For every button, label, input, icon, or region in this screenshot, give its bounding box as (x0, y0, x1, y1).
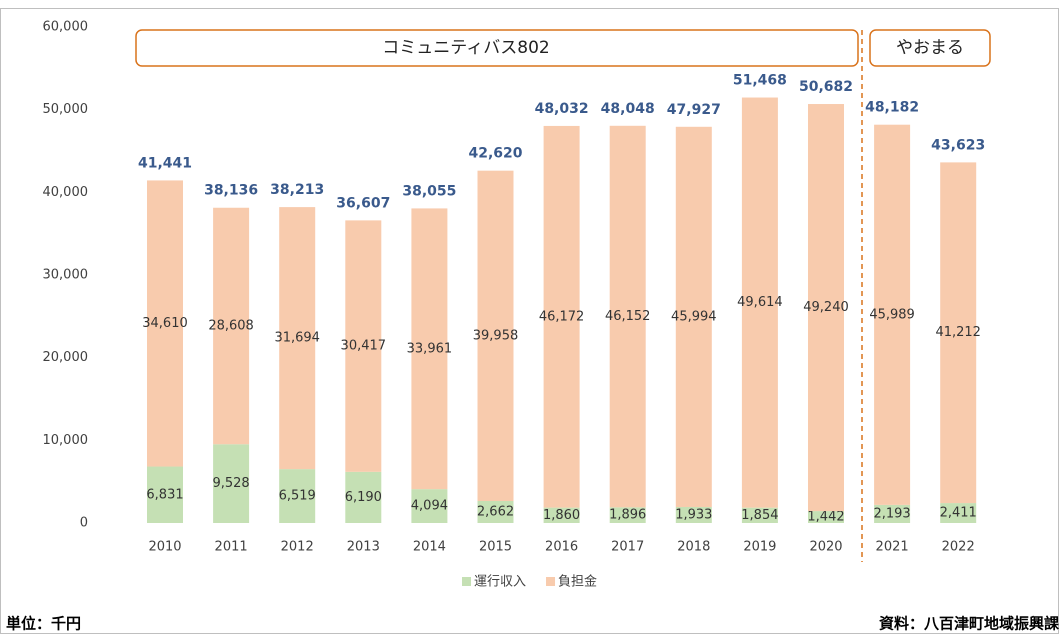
bar-segment (147, 466, 183, 523)
y-tick-label: 30,000 (43, 268, 89, 283)
bar-segment (213, 207, 250, 445)
value-label: 45,989 (869, 307, 915, 322)
bar-segment (609, 125, 646, 508)
annotation-box (869, 29, 991, 67)
bar-segment (675, 126, 712, 508)
bar-segment (411, 208, 448, 490)
value-label: 6,831 (146, 487, 183, 502)
total-label: 50,682 (799, 79, 853, 95)
bar-segment (741, 507, 778, 523)
x-tick-label: 2015 (479, 540, 512, 555)
bar-segment (279, 207, 316, 470)
bar-segment (940, 503, 977, 523)
x-tick-label: 2020 (809, 540, 842, 555)
value-label: 46,152 (605, 309, 651, 324)
total-label: 47,927 (667, 102, 721, 118)
bar-segment (609, 507, 646, 523)
total-label: 48,048 (601, 101, 655, 117)
value-label: 41,212 (935, 325, 981, 340)
annotation: やおまる (896, 38, 964, 58)
y-tick-label: 60,000 (43, 20, 89, 35)
bar-segment (345, 220, 382, 472)
x-tick-label: 2022 (942, 540, 975, 555)
bar-segment (675, 507, 712, 523)
bar-segment (345, 471, 382, 523)
bar-segment (279, 469, 316, 523)
x-tick-label: 2013 (347, 540, 380, 555)
value-label: 1,854 (741, 508, 778, 523)
bar-segment (808, 104, 844, 512)
x-tick-label: 2011 (215, 540, 248, 555)
bar-segment (543, 507, 580, 523)
value-label: 34,610 (142, 316, 188, 331)
bar-segment (874, 124, 911, 505)
value-label: 1,933 (675, 508, 712, 523)
legend-swatch (546, 577, 556, 586)
value-label: 45,994 (671, 309, 717, 324)
bar-segment (940, 162, 977, 504)
total-label: 41,441 (138, 155, 192, 171)
y-tick-label: 50,000 (43, 102, 89, 117)
x-tick-label: 2012 (281, 540, 314, 555)
value-label: 2,411 (940, 506, 977, 521)
total-label: 48,182 (865, 100, 919, 116)
total-label: 38,136 (204, 183, 258, 199)
value-label: 1,860 (543, 508, 580, 523)
bar-segment (147, 180, 183, 467)
annotation-box (135, 29, 859, 67)
bar-segment (213, 444, 250, 523)
bar-segment (411, 489, 448, 523)
total-label: 38,213 (270, 182, 324, 198)
value-label: 6,190 (345, 490, 382, 505)
total-label: 48,032 (535, 101, 589, 117)
value-label: 49,240 (803, 300, 849, 315)
value-label: 2,193 (873, 506, 910, 521)
value-label: 46,172 (539, 309, 585, 324)
total-label: 42,620 (468, 146, 522, 162)
bar-segment (543, 125, 580, 508)
y-tick-label: 40,000 (43, 185, 89, 200)
value-label: 6,519 (279, 489, 316, 504)
x-tick-label: 2017 (611, 540, 644, 555)
value-label: 1,442 (807, 510, 844, 525)
x-tick-label: 2021 (876, 540, 909, 555)
total-label: 51,468 (733, 73, 787, 89)
unit-note: 単位：千円 (6, 615, 81, 633)
total-label: 38,055 (402, 183, 456, 199)
value-label: 9,528 (212, 476, 249, 491)
x-tick-label: 2019 (743, 540, 776, 555)
value-label: 4,094 (411, 499, 448, 514)
x-tick-label: 2014 (413, 540, 446, 555)
bar-segment (808, 511, 844, 523)
value-label: 39,958 (473, 328, 519, 343)
legend-label: 負担金 (558, 574, 597, 590)
bar-segment (477, 170, 514, 501)
y-tick-label: 20,000 (43, 350, 89, 365)
legend-swatch (462, 577, 471, 586)
legend-label: 運行収入 (474, 575, 526, 590)
value-label: 30,417 (341, 339, 387, 354)
value-label: 2,662 (477, 504, 514, 519)
annotation: コミュニティバス802 (382, 38, 549, 58)
value-label: 33,961 (407, 341, 453, 356)
value-label: 49,614 (737, 295, 783, 310)
x-tick-label: 2018 (677, 540, 710, 555)
y-tick-label: 10,000 (43, 433, 89, 448)
value-label: 31,694 (274, 331, 320, 346)
bar-segment (741, 97, 778, 508)
bar-segment (874, 504, 911, 523)
bar-segment (477, 500, 514, 523)
value-label: 1,896 (609, 508, 646, 523)
source-note: 資料：八百津町地域振興課 (879, 615, 1059, 633)
total-label: 36,607 (336, 195, 390, 211)
total-label: 43,623 (931, 137, 985, 153)
x-tick-label: 2016 (545, 540, 578, 555)
value-label: 28,608 (208, 318, 254, 333)
x-tick-label: 2010 (148, 540, 181, 555)
y-tick-label: 0 (80, 516, 88, 531)
